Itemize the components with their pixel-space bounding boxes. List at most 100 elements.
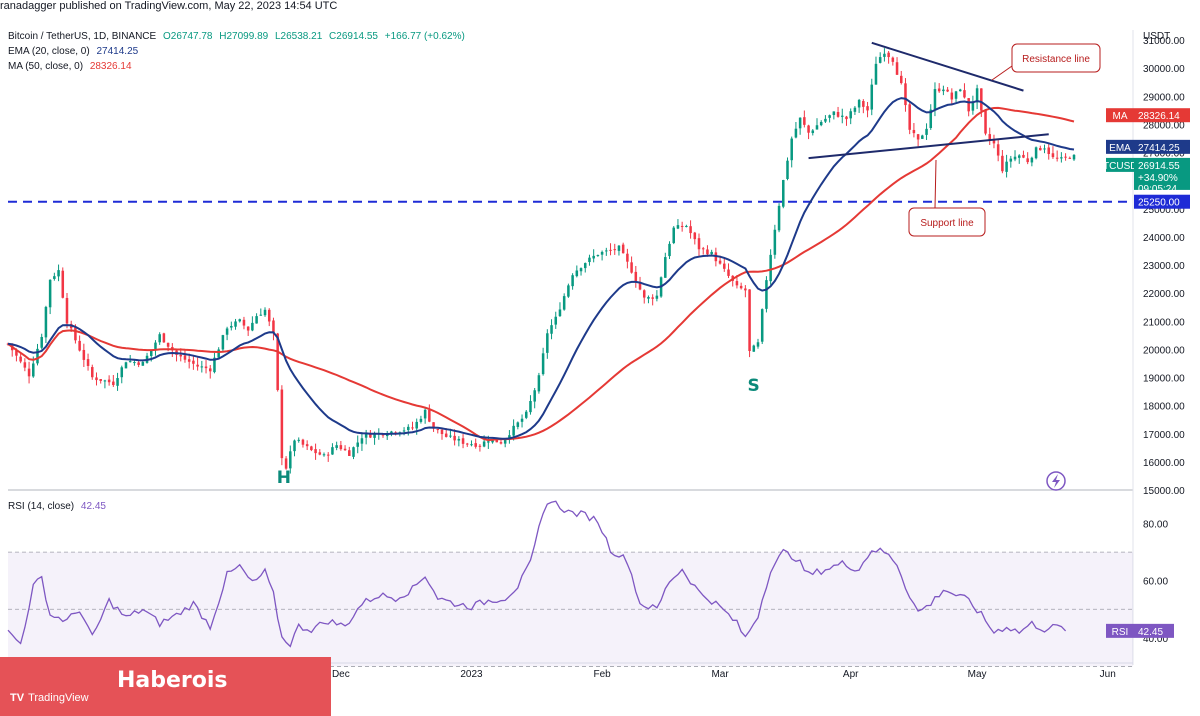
candle-body: [217, 349, 220, 358]
candle-body: [440, 429, 444, 435]
candle-body: [1030, 157, 1034, 163]
price-tick-label: 30000.00: [1143, 64, 1185, 75]
candle-body: [289, 451, 292, 469]
candle-body: [196, 364, 199, 367]
candle-body: [234, 321, 237, 327]
candle-body: [937, 88, 941, 92]
candle-body: [487, 441, 490, 443]
tradingview-logo[interactable]: TV TradingView: [10, 692, 89, 704]
candle-body: [870, 84, 874, 110]
candle-body: [428, 409, 431, 422]
candle-body: [887, 52, 890, 58]
candle-body: [32, 363, 35, 377]
candle-body: [158, 334, 161, 343]
candle-body: [364, 434, 368, 438]
candle-body: [626, 253, 629, 262]
candle-body: [596, 255, 600, 257]
candle-body: [255, 316, 258, 324]
candle-body: [558, 309, 562, 317]
price-tick-label: 28000.00: [1143, 120, 1185, 131]
tv-logo-text: TradingView: [28, 692, 89, 704]
candle-body: [824, 118, 827, 122]
support-pointer: [934, 159, 937, 209]
price-tick-label: 22000.00: [1143, 289, 1185, 300]
candle-body: [739, 285, 743, 289]
candle-body: [967, 98, 970, 112]
candle-body: [449, 435, 452, 437]
candle-body: [971, 101, 975, 111]
candle-body: [685, 225, 688, 227]
candle-body: [432, 422, 435, 429]
candle-body: [213, 357, 216, 373]
candle-body: [1064, 156, 1067, 158]
candle-body: [735, 281, 739, 286]
candle-body: [782, 180, 785, 207]
lightning-icon[interactable]: [1046, 471, 1066, 491]
candle-body: [82, 349, 86, 360]
candle-body: [314, 449, 317, 454]
candle-body: [621, 244, 625, 254]
candle-body: [862, 101, 865, 107]
candle-body: [727, 269, 730, 276]
candle-body: [613, 249, 617, 251]
candle-body: [343, 448, 347, 451]
btc-price-tag-change: +34.90%: [1138, 173, 1178, 184]
price-tick-label: 23000.00: [1143, 261, 1185, 272]
candle-body: [1022, 154, 1025, 158]
candle-body: [895, 62, 899, 75]
candle-body: [815, 125, 819, 130]
annotations: Resistance line Support line H S: [277, 43, 1101, 491]
candle-body: [238, 319, 242, 322]
candle-body: [925, 128, 928, 135]
candle-body: [183, 355, 187, 360]
price-tick-label: 29000.00: [1143, 92, 1185, 103]
candle-body: [466, 443, 469, 445]
candle-body: [676, 225, 680, 229]
candle-body: [1043, 148, 1046, 150]
candle-body: [74, 327, 77, 341]
candle-body: [402, 430, 406, 432]
candle-body: [19, 356, 22, 362]
rsi-series: [7, 500, 1067, 648]
price-axis: USDT 15000.00 16000.00 17000.00 18000.00 1900…: [1143, 31, 1185, 645]
candle-body: [849, 111, 852, 119]
support-annotation: Support line: [908, 159, 986, 237]
candle-body: [128, 361, 132, 363]
candle-body: [845, 116, 848, 120]
btc-price-tag-box: [1134, 157, 1190, 190]
candle-body: [984, 110, 987, 134]
candle-body: [841, 115, 844, 117]
candle-body: [828, 115, 831, 118]
candle-body: [904, 83, 907, 106]
candle-body: [335, 445, 338, 448]
candle-body: [571, 275, 574, 287]
time-tick-label: Dec: [332, 669, 350, 680]
candle-body: [1017, 155, 1021, 158]
ema-price-tag-label-box: [1106, 139, 1134, 154]
candle-body: [1009, 158, 1013, 162]
candle-body: [499, 442, 503, 444]
candle-body: [803, 117, 806, 125]
ma-50-line: [7, 106, 1075, 442]
candle-body: [15, 350, 18, 356]
candle-body: [773, 229, 777, 255]
resistance-pointer: [991, 65, 1013, 81]
candle-body: [411, 427, 414, 429]
candle-body: [866, 106, 869, 111]
candle-body: [141, 361, 145, 366]
candle-body: [891, 57, 895, 62]
candle-body: [491, 439, 494, 443]
btc-price-tag-countdown: 09:05:24: [1138, 184, 1177, 195]
candle-body: [48, 279, 52, 308]
candle-body: [461, 438, 465, 444]
trendline: [871, 41, 1024, 92]
candle-body: [137, 362, 140, 365]
candle-body: [786, 160, 789, 179]
candle-body: [474, 443, 477, 447]
ma-legend-value: 28326.14: [89, 61, 132, 72]
rsi-legend: RSI (14, close) 42.45: [8, 501, 106, 512]
price-tick-label: 21000.00: [1143, 317, 1185, 328]
candle-body: [86, 359, 90, 366]
candle-body: [419, 418, 423, 422]
